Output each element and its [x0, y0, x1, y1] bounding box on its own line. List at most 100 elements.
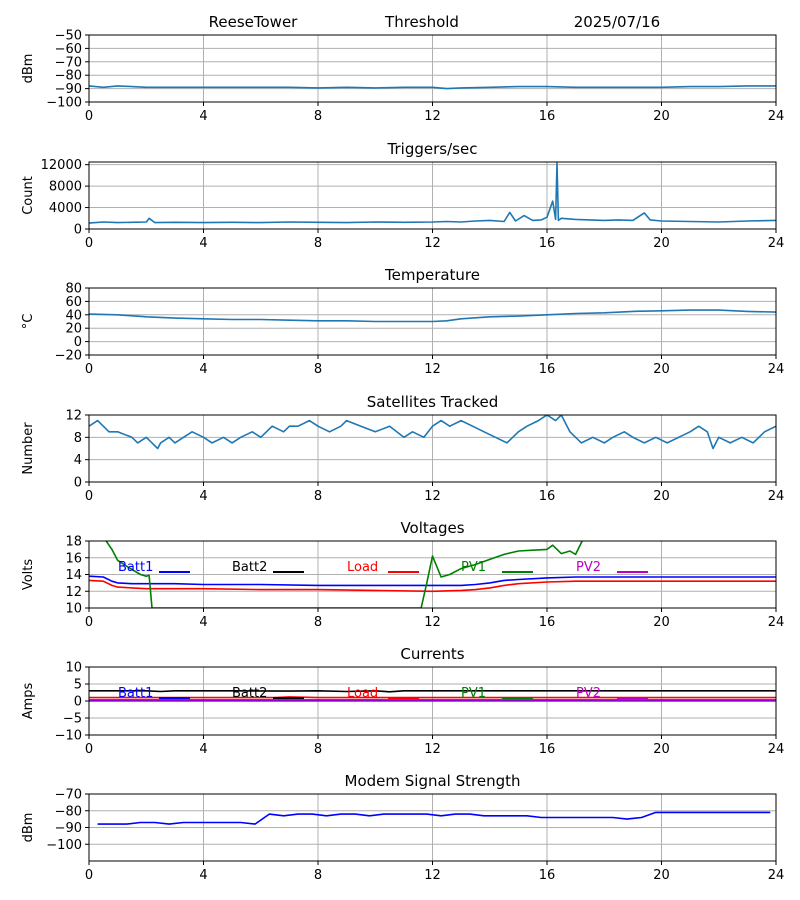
y-tick-label: −90 [55, 82, 82, 97]
y-tick-label: 4000 [49, 201, 82, 216]
x-tick-label: 16 [539, 362, 556, 377]
y-tick-label: −5 [63, 712, 82, 727]
y-axis-label: dBm [21, 54, 36, 84]
x-tick-label: 20 [653, 109, 670, 124]
x-tick-label: 4 [199, 362, 207, 377]
y-tick-label: 20 [65, 322, 82, 337]
x-tick-label: 24 [768, 742, 785, 757]
legend-label-pv2: PV2 [576, 560, 601, 575]
y-axis-label: dBm [21, 813, 36, 843]
header-date: 2025/07/16 [574, 13, 660, 31]
series-group [89, 85, 776, 90]
x-tick-label: 20 [653, 362, 670, 377]
panel-triggers: 0 4 8 12 16 20 24 0 4000 8000 12000 Triggers/sec Cou… [21, 140, 784, 251]
y-tick-label: −70 [55, 55, 82, 70]
x-tick-label: 16 [539, 236, 556, 251]
y-tick-label: 10 [65, 661, 82, 676]
y-tick-label: −70 [55, 788, 82, 803]
y-tick-label: 14 [65, 568, 82, 583]
x-tick-label: 0 [85, 109, 93, 124]
x-tick-label: 20 [653, 615, 670, 630]
y-tick-label: 16 [65, 551, 82, 566]
series-line-modem [97, 811, 771, 825]
x-tick-label: 16 [539, 868, 556, 883]
x-tick-label: 24 [768, 109, 785, 124]
y-tick-label: 18 [65, 535, 82, 550]
y-tick-label: 4 [74, 453, 82, 468]
y-tick-label: 8 [74, 431, 82, 446]
x-tick-label: 24 [768, 868, 785, 883]
y-tick-label: 5 [74, 678, 82, 693]
series-line-load [89, 696, 776, 699]
x-tick-label: 8 [314, 489, 322, 504]
legend-label-pv1: PV1 [461, 560, 486, 575]
series-line-batt2 [89, 689, 776, 693]
series-line-satellites [89, 415, 776, 450]
x-tick-label: 12 [424, 489, 441, 504]
y-axis-label: °C [21, 314, 36, 330]
x-tick-label: 20 [653, 742, 670, 757]
y-tick-label: 12000 [41, 158, 82, 173]
x-tick-label: 20 [653, 236, 670, 251]
series-group [89, 541, 776, 608]
x-tick-label: 0 [85, 236, 93, 251]
x-tick-label: 20 [653, 868, 670, 883]
y-tick-label: 60 [65, 295, 82, 310]
x-tick-label: 8 [314, 742, 322, 757]
chart-title: Satellites Tracked [367, 393, 498, 411]
x-tick-label: 8 [314, 615, 322, 630]
legend-label-load: Load [347, 560, 378, 575]
legend-label-batt1: Batt1 [118, 686, 153, 701]
y-tick-label: 8000 [49, 180, 82, 195]
x-tick-label: 0 [85, 868, 93, 883]
chart-title: Voltages [400, 519, 464, 537]
x-tick-label: 4 [199, 109, 207, 124]
y-axis-label: Count [21, 176, 36, 215]
y-tick-label: 12 [65, 409, 82, 424]
x-tick-label: 8 [314, 868, 322, 883]
y-axis-label: Amps [21, 682, 36, 719]
x-tick-label: 8 [314, 109, 322, 124]
x-tick-label: 0 [85, 362, 93, 377]
x-tick-label: 16 [539, 489, 556, 504]
series-line-temperature [89, 309, 776, 323]
y-axis-label: Volts [21, 559, 36, 591]
y-tick-label: 0 [74, 695, 82, 710]
series-line-batt1 [89, 575, 776, 587]
panel-modem: 0 4 8 12 16 20 24 −100 −90 −80−70 Modem Signal Str… [21, 772, 784, 883]
y-tick-label: 10 [65, 602, 82, 617]
chart-title: Triggers/sec [387, 140, 478, 158]
y-tick-label: 12 [65, 585, 82, 600]
x-tick-label: 24 [768, 615, 785, 630]
y-axis-label: Number [21, 422, 36, 475]
x-tick-label: 12 [424, 362, 441, 377]
legend-label-batt2: Batt2 [232, 560, 267, 575]
legend-label-pv2: PV2 [576, 686, 601, 701]
x-tick-label: 0 [85, 489, 93, 504]
header-station: ReeseTower [209, 13, 299, 31]
series-group [97, 811, 771, 825]
y-tick-label: −50 [55, 29, 82, 44]
x-tick-label: 24 [768, 362, 785, 377]
x-tick-label: 12 [424, 109, 441, 124]
x-tick-label: 16 [539, 742, 556, 757]
y-tick-label: −20 [55, 349, 82, 364]
x-tick-label: 4 [199, 615, 207, 630]
series-line-signal [89, 85, 776, 90]
legend-label-load: Load [347, 686, 378, 701]
y-tick-label: −80 [55, 804, 82, 819]
panel-satellites: 0 4 8 12 16 20 24 0 4 8 12 Satellites Tracked Number [21, 393, 784, 504]
series-line-load [89, 579, 776, 593]
chart-title: Modem Signal Strength [345, 772, 521, 790]
x-tick-label: 12 [424, 236, 441, 251]
x-tick-label: 12 [424, 615, 441, 630]
series-group [89, 162, 776, 224]
y-tick-label: −60 [55, 42, 82, 57]
y-tick-label: 40 [65, 308, 82, 323]
y-tick-label: −100 [46, 96, 82, 111]
y-tick-label: 0 [74, 335, 82, 350]
